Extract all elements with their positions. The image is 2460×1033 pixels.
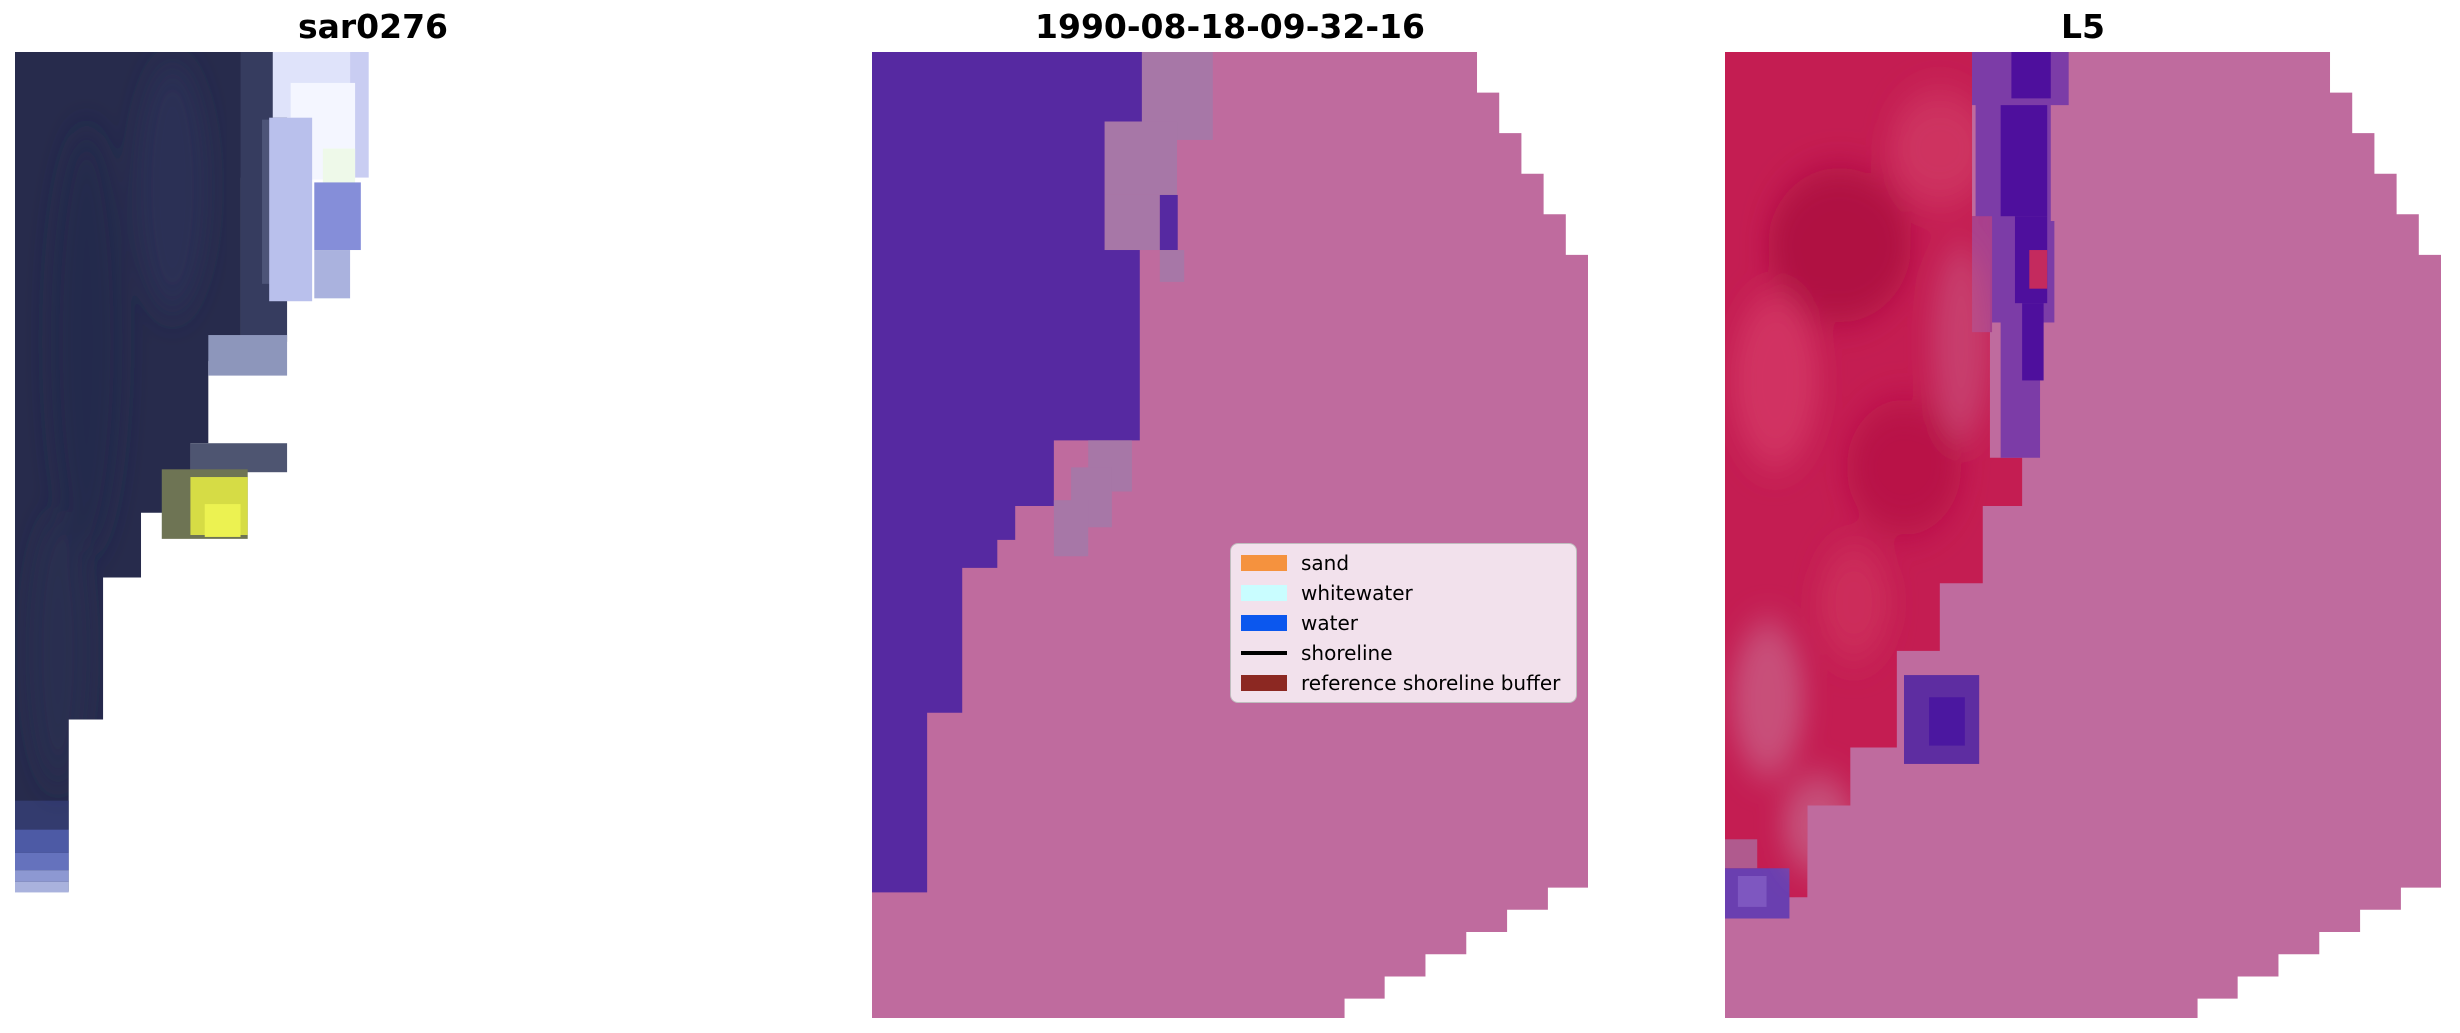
legend-item-reference-shoreline-buffer: reference shoreline buffer [1231, 668, 1576, 697]
legend: sand whitewater water shoreline referenc… [1230, 543, 1577, 703]
legend-item-shoreline: shoreline [1231, 638, 1576, 667]
legend-label-reference-buffer: reference shoreline buffer [1301, 670, 1561, 695]
l5-image [1725, 52, 2441, 1018]
classification-image [872, 52, 1588, 1018]
panel-l5: L5 [1725, 7, 2441, 1018]
panel-classification-map: 1990-08-18-09-32-16 sand whitewater wate… [872, 7, 1588, 1018]
panel-title-l5: L5 [2061, 7, 2105, 46]
panel-title-sar0276: sar0276 [297, 7, 449, 46]
legend-label-whitewater: whitewater [1301, 581, 1413, 606]
whitewater-swatch-icon [1241, 585, 1287, 602]
legend-item-water: water [1231, 608, 1576, 637]
panel-title-date: 1990-08-18-09-32-16 [1035, 7, 1425, 46]
reference-buffer-swatch-icon [1241, 674, 1287, 691]
panel-sar0276: sar0276 [15, 7, 731, 1018]
sar-image [15, 52, 369, 893]
water-swatch-icon [1241, 614, 1287, 631]
legend-item-sand: sand [1231, 549, 1576, 578]
legend-label-sand: sand [1301, 551, 1350, 576]
legend-label-shoreline: shoreline [1301, 640, 1393, 665]
shoreline-line-icon [1241, 650, 1287, 655]
legend-label-water: water [1301, 610, 1358, 635]
legend-item-whitewater: whitewater [1231, 579, 1576, 608]
sand-swatch-icon [1241, 555, 1287, 572]
